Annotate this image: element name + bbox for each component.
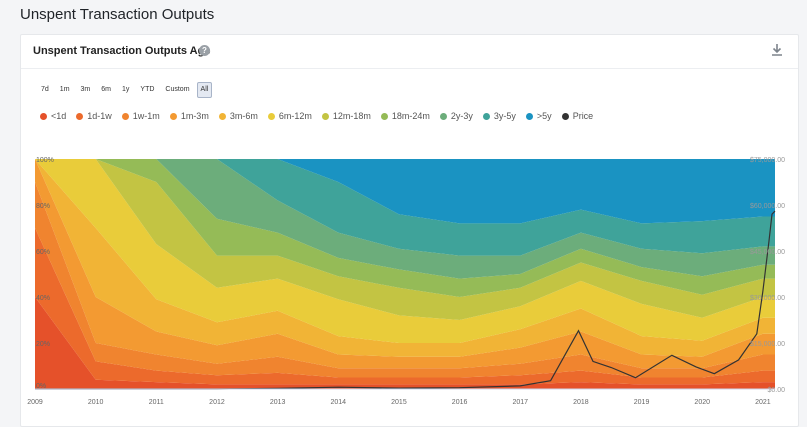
legend-item[interactable]: 1d-1w: [76, 111, 112, 121]
y-right-tick-label: $0.00: [767, 387, 785, 394]
x-tick-label: 2013: [270, 399, 286, 406]
area-series-1d-1w[interactable]: [35, 228, 775, 385]
help-icon[interactable]: ?: [199, 45, 210, 56]
x-tick-label: 2009: [27, 399, 43, 406]
legend-label: 1m-3m: [180, 111, 209, 121]
y-tick-label: 0%: [36, 383, 46, 390]
x-tick-label: 2011: [149, 399, 164, 406]
y-right-tick-label: $75,000.00: [750, 157, 785, 164]
legend-dot: [380, 112, 388, 120]
card-title: Unspent Transaction Outputs Age: [33, 45, 211, 57]
chart-legend: <1d 1d-1w 1w-1m 1m-3m 3m-6m 6m-12m 12m-18m 18m-…: [40, 111, 593, 121]
legend-label: Price: [572, 111, 594, 121]
legend-label: 3m-6m: [229, 111, 258, 121]
legend-dot: [267, 112, 275, 120]
legend-label: 6m-12m: [278, 111, 312, 121]
legend-dot: [218, 112, 226, 120]
legend-item[interactable]: Price: [561, 111, 594, 121]
legend-dot: [525, 112, 533, 120]
legend-item[interactable]: 6m-12m: [267, 111, 312, 121]
legend-item[interactable]: <1d: [40, 111, 66, 121]
range-button-1y[interactable]: 1y: [122, 86, 130, 93]
legend-dot: [169, 112, 177, 120]
legend-dot: [76, 112, 84, 120]
x-tick-label: 2020: [694, 399, 710, 406]
x-tick-label: 2014: [330, 399, 346, 406]
legend-item[interactable]: 3m-6m: [218, 111, 258, 121]
legend-dot: [40, 112, 47, 120]
legend-label: 12m-18m: [332, 111, 371, 121]
range-button-custom[interactable]: Custom: [165, 86, 190, 93]
legend-label: 1w-1m: [132, 111, 160, 121]
legend-dot: [321, 112, 329, 120]
legend-item[interactable]: >5y: [525, 111, 552, 121]
range-button-3m[interactable]: 3m: [80, 86, 91, 93]
legend-label: 1d-1w: [87, 111, 112, 121]
legend-item[interactable]: 1m-3m: [169, 111, 209, 121]
card-header: Unspent Transaction Outputs Age ?: [21, 35, 798, 69]
x-tick-label: 2010: [88, 399, 104, 406]
legend-label: >5y: [536, 111, 552, 121]
area-series-6m-12m[interactable]: [35, 159, 775, 343]
chart-card: Unspent Transaction Outputs Age ? 7d 1m 3m…: [20, 34, 799, 427]
area-series-2y-3y[interactable]: [35, 159, 775, 279]
download-icon[interactable]: [770, 43, 784, 57]
x-tick-label: 2016: [452, 399, 468, 406]
y-right-tick-label: $60,000.00: [750, 203, 785, 210]
x-tick-label: 2012: [209, 399, 225, 406]
legend-label: 18m-24m: [391, 111, 430, 121]
range-button-1m[interactable]: 1m: [59, 86, 70, 93]
y-right-tick-label: $30,000.00: [750, 295, 785, 302]
area-series-3y-5y[interactable]: [35, 159, 775, 256]
legend-item[interactable]: 18m-24m: [380, 111, 430, 121]
legend-dot: [439, 112, 447, 120]
range-button-7d[interactable]: 7d: [41, 86, 49, 93]
y-right-tick-label: $45,000.00: [750, 249, 785, 256]
legend-dot: [121, 112, 129, 120]
x-tick-label: 2015: [391, 399, 407, 406]
page-title: Unspent Transaction Outputs: [20, 6, 215, 23]
y-tick-label: 100%: [36, 157, 54, 164]
y-tick-label: 60%: [36, 249, 50, 256]
x-tick-label: 2019: [634, 399, 650, 406]
legend-dot: [561, 112, 569, 120]
x-tick-label: 2017: [512, 399, 528, 406]
area-series->5y[interactable]: [35, 159, 775, 224]
legend-label: <1d: [51, 111, 67, 121]
legend-dot: [482, 112, 490, 120]
range-button-ytd[interactable]: YTD: [140, 86, 155, 93]
x-tick-label: 2021: [755, 399, 771, 406]
legend-item[interactable]: 3y-5y: [482, 111, 516, 121]
legend-item[interactable]: 1w-1m: [121, 111, 160, 121]
range-button-6m[interactable]: 6m: [101, 86, 111, 93]
x-tick-label: 2018: [573, 399, 589, 406]
area-series-18m-24m[interactable]: [35, 159, 775, 297]
range-selector: 7d 1m 3m 6m 1y YTD Custom All: [37, 82, 213, 98]
chart-plot: 0% 20% 40% 60% 80% 100% $0.00 $15,000.00 $30,000…: [27, 157, 785, 406]
legend-label: 3y-5y: [493, 111, 516, 121]
area-series-12m-18m[interactable]: [35, 159, 775, 320]
y-tick-label: 20%: [36, 341, 50, 348]
area-series-1w-1m[interactable]: [35, 182, 775, 378]
y-right-tick-label: $15,000.00: [750, 341, 785, 348]
legend-item[interactable]: 2y-3y: [439, 111, 473, 121]
legend-item[interactable]: 12m-18m: [321, 111, 371, 121]
legend-label: 2y-3y: [450, 111, 473, 121]
y-tick-label: 40%: [36, 295, 50, 302]
range-button-all[interactable]: All: [196, 82, 213, 98]
y-tick-label: 80%: [36, 203, 50, 210]
